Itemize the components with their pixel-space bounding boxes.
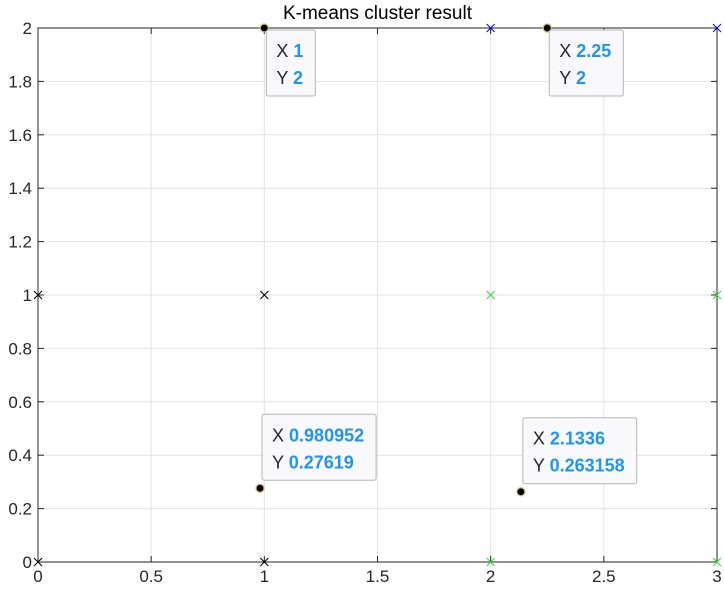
- datatip-x-key: X: [559, 41, 576, 61]
- x-tick-label: 2.5: [592, 567, 616, 586]
- x-tick-label: 1.5: [366, 567, 390, 586]
- datatip-box: [522, 417, 638, 485]
- y-tick-label: 0.8: [8, 339, 32, 358]
- datatip[interactable]: X 2.25Y 2: [548, 29, 624, 97]
- cross-marker: [486, 290, 496, 300]
- y-tick-label: 2: [23, 19, 32, 38]
- x-tick-label: 1: [260, 567, 269, 586]
- cross-marker: [486, 23, 496, 33]
- cross-marker: [33, 557, 43, 567]
- y-tick-label: 1.8: [8, 72, 32, 91]
- datatip-x-key: X: [272, 425, 289, 445]
- y-tick-label: 0.4: [8, 446, 32, 465]
- cross-marker: [33, 290, 43, 300]
- datatip-y-row: Y 2: [276, 68, 303, 88]
- datatip-x-value: 2.25: [576, 41, 611, 61]
- datatip-y-value: 0.263158: [550, 456, 625, 476]
- datatip-y-row: Y 2: [559, 68, 586, 88]
- datatip-x-value: 2.1336: [550, 429, 605, 449]
- datatip-x-key: X: [276, 41, 293, 61]
- cross-marker: [259, 557, 269, 567]
- datatip-box: [265, 29, 316, 97]
- datatip-y-value: 0.27619: [289, 452, 354, 472]
- centroid-dot: [516, 487, 526, 497]
- datatip-y-key: Y: [559, 68, 576, 88]
- datatip-x-row: X 2.25: [559, 41, 611, 61]
- datatip-x-value: 0.980952: [289, 425, 364, 445]
- datatip-y-value: 2: [293, 68, 303, 88]
- datatip-x-row: X 2.1336: [533, 429, 605, 449]
- centroid-dot: [255, 483, 265, 493]
- datatip-y-key: Y: [272, 452, 289, 472]
- x-tick-label: 0: [33, 567, 42, 586]
- cross-marker: [486, 557, 496, 567]
- datatip[interactable]: X 1Y 2: [265, 29, 316, 97]
- y-tick-label: 0.2: [8, 500, 32, 519]
- datatip-x-key: X: [533, 429, 550, 449]
- datatip-y-row: Y 0.263158: [533, 456, 625, 476]
- x-tick-label: 2: [486, 567, 495, 586]
- cross-marker: [259, 290, 269, 300]
- datatip-x-value: 1: [293, 41, 303, 61]
- x-tick-label: 3: [712, 567, 721, 586]
- cross-marker: [712, 557, 722, 567]
- y-tick-label: 1: [23, 286, 32, 305]
- ticks: 0 0.5 1 1.5 2 2.5 3 0 0.2 0.4 0.6 0.8 1 1.2 1.4 1.6 1.8 2: [8, 19, 721, 586]
- y-tick-label: 1.6: [8, 126, 32, 145]
- datatip-box: [261, 413, 377, 481]
- datatip-box: [548, 29, 624, 97]
- cross-marker: [712, 290, 722, 300]
- data-markers: [33, 23, 722, 567]
- datatip-y-value: 2: [576, 68, 586, 88]
- y-tick-label: 0.6: [8, 393, 32, 412]
- datatip-x-row: X 0.980952: [272, 425, 364, 445]
- centroid-dot: [259, 23, 269, 33]
- datatip-x-row: X 1: [276, 41, 303, 61]
- cross-marker: [712, 23, 722, 33]
- x-tick-label: 0.5: [139, 567, 163, 586]
- datatip-y-key: Y: [276, 68, 293, 88]
- centroid-dot: [542, 23, 552, 33]
- datatip-y-row: Y 0.27619: [272, 452, 354, 472]
- y-tick-label: 1.4: [8, 179, 32, 198]
- y-tick-label: 0: [23, 553, 32, 572]
- datatip-y-key: Y: [533, 456, 550, 476]
- y-tick-label: 1.2: [8, 233, 32, 252]
- chart-title: K-means cluster result: [283, 3, 473, 24]
